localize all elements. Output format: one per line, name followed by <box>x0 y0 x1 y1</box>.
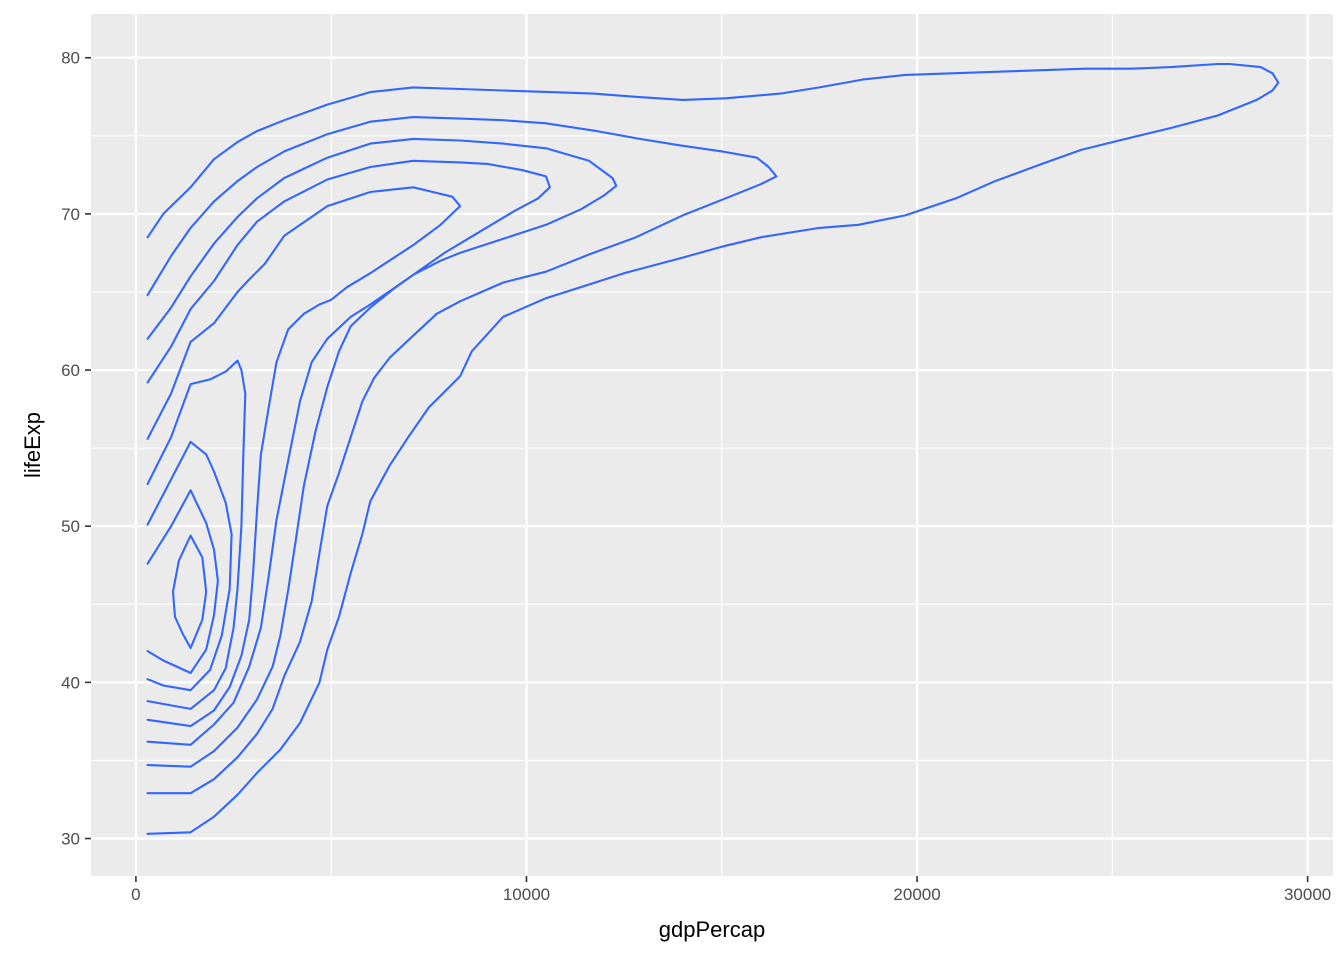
contour-line-8 <box>146 489 219 675</box>
plot-panel <box>91 14 1333 876</box>
contour-lines <box>146 62 1280 835</box>
x-axis-title: gdpPercap <box>659 917 765 942</box>
y-axis-title: lifeExp <box>20 412 45 478</box>
grid-lines <box>91 14 1333 876</box>
x-tick-label: 10000 <box>503 885 550 904</box>
contour-line-9 <box>171 534 208 650</box>
tick-labels: 0 10000 20000 30000 30 40 50 60 70 80 <box>61 49 1331 904</box>
contour-line-2 <box>146 116 778 795</box>
x-tick-label: 30000 <box>1284 885 1331 904</box>
x-tick-label: 20000 <box>893 885 940 904</box>
contour-line-7 <box>146 440 233 692</box>
y-tick-label: 60 <box>61 361 80 380</box>
x-tick-label: 0 <box>131 885 140 904</box>
y-tick-label: 50 <box>61 517 80 536</box>
y-tick-label: 70 <box>61 205 80 224</box>
contour-line-6 <box>146 359 247 710</box>
y-tick-label: 80 <box>61 49 80 68</box>
contour-line-3 <box>146 137 618 768</box>
contour-line-1 <box>146 62 1280 835</box>
y-tick-label: 30 <box>61 830 80 849</box>
contour-line-4 <box>146 159 551 746</box>
y-tick-label: 40 <box>61 673 80 692</box>
contour-line-5 <box>146 186 462 728</box>
axis-ticks <box>85 56 1309 882</box>
